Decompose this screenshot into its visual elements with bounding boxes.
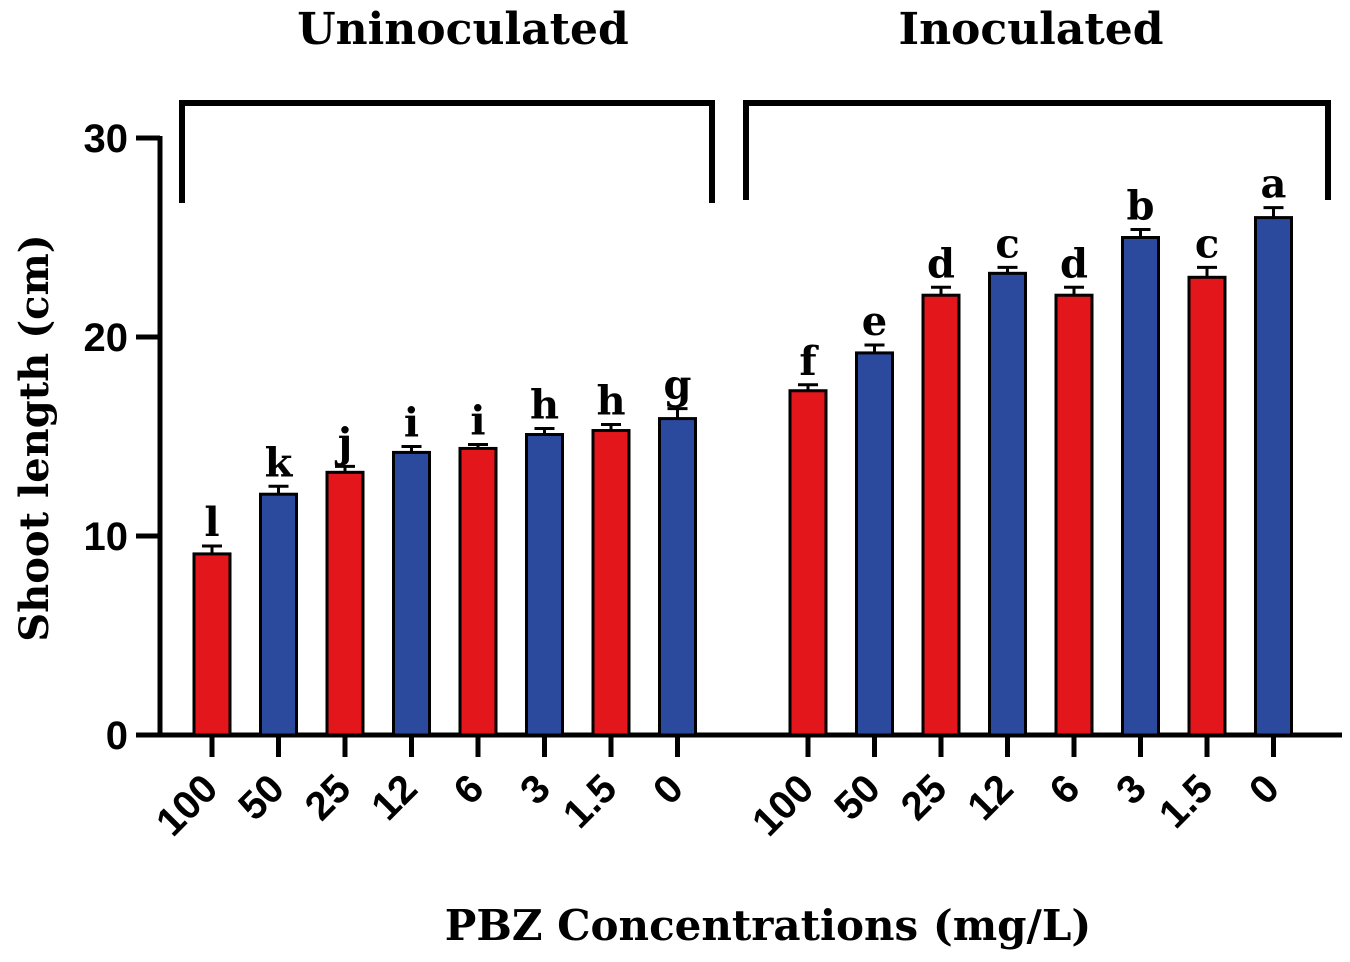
significance-letter: e: [862, 298, 887, 345]
group-bracket: [743, 100, 1331, 200]
bar: [192, 552, 232, 737]
significance-letter: f: [799, 338, 819, 385]
y-tick-label: 30: [84, 117, 129, 161]
error-bars: [202, 206, 1284, 554]
bar: [1054, 293, 1094, 737]
y-axis-label: Shoot length (cm): [11, 234, 58, 641]
x-tick-label: 6: [1042, 766, 1089, 813]
x-tick-label: 6: [446, 766, 493, 813]
bar: [855, 351, 894, 737]
bar: [525, 433, 564, 737]
significance-letter: j: [335, 419, 352, 466]
x-tick-label: 25: [297, 766, 360, 829]
significance-letter: l: [204, 499, 219, 546]
x-tick-label: 0: [645, 766, 692, 813]
x-tick-label: 100: [148, 766, 226, 844]
x-tick-label: 1.5: [555, 766, 625, 836]
bar: [988, 271, 1027, 737]
x-tick-label: 50: [230, 766, 293, 829]
group-brackets: [179, 100, 1331, 203]
significance-letter: i: [470, 397, 485, 444]
y-tick-label: 0: [106, 714, 128, 758]
x-tick-label: 3: [1108, 766, 1155, 813]
significance-letter: b: [1127, 183, 1155, 230]
significance-letter: d: [927, 240, 955, 287]
significance-letter: h: [596, 378, 625, 425]
bar: [1187, 275, 1227, 737]
significance-letter: c: [1195, 220, 1219, 267]
significance-letter: g: [664, 362, 692, 409]
bar: [788, 389, 828, 737]
x-tick-labels: 100 50 25 12 6 31.5 0 100 50 25 12 6 31.5 0: [148, 766, 1288, 844]
x-tick-label: 3: [512, 766, 559, 813]
significance-letter: a: [1261, 161, 1287, 208]
axes: [136, 135, 1342, 757]
bar: [921, 293, 961, 737]
bar: [1121, 236, 1160, 737]
x-tick-label: 1.5: [1151, 766, 1221, 836]
x-tick-label: 12: [363, 766, 426, 829]
y-tick-labels: 0 10 20 30: [84, 117, 129, 758]
x-tick-label: 100: [744, 766, 822, 844]
group-title: Inoculated: [898, 4, 1163, 55]
group-bracket: [179, 100, 715, 203]
y-tick-label: 20: [84, 316, 129, 360]
x-axis-label: PBZ Concentrations (mg/L): [445, 901, 1092, 950]
bar: [1254, 216, 1293, 737]
bar: [591, 429, 631, 737]
significance-letter: h: [530, 382, 559, 429]
bar: [658, 417, 697, 737]
significance-letter: d: [1060, 240, 1088, 287]
bar: [392, 450, 431, 737]
x-tick-label: 50: [826, 766, 889, 829]
x-tick-label: 25: [893, 766, 956, 829]
x-tick-label: 0: [1241, 766, 1288, 813]
significance-letter: c: [995, 220, 1019, 267]
group-titles: Uninoculated Inoculated: [297, 4, 1163, 55]
y-tick-label: 10: [84, 515, 129, 559]
bar: [458, 446, 498, 737]
bar: [259, 492, 298, 737]
significance-letter: i: [404, 399, 419, 446]
group-title: Uninoculated: [297, 4, 629, 55]
bars: [192, 216, 1293, 737]
bar: [325, 470, 365, 737]
x-tick-label: 12: [959, 766, 1022, 829]
significance-letter: k: [265, 439, 294, 486]
